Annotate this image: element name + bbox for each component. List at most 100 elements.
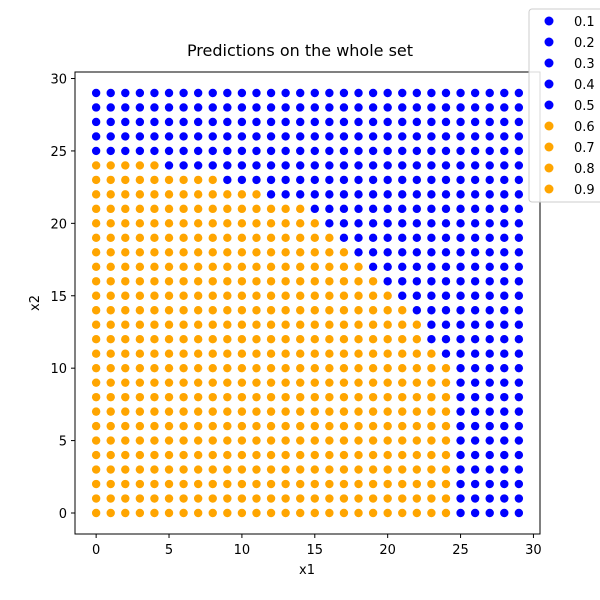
data-point [325,219,334,228]
data-point [91,233,101,243]
data-point [121,161,130,170]
data-point [179,320,188,329]
data-point [398,161,407,170]
y-tick-label: 5 [59,435,67,450]
data-point [514,436,524,445]
data-point [368,349,378,358]
data-point [150,146,159,156]
data-point [223,465,232,474]
data-point [470,88,480,98]
data-point [193,117,203,127]
data-point [325,103,334,112]
data-point [470,248,480,257]
data-point [368,291,378,300]
data-point [179,190,188,199]
data-point [193,320,203,329]
data-point [500,161,509,170]
data-point [310,450,319,460]
data-point [310,219,319,228]
data-point [281,277,290,286]
data-point [427,233,436,243]
data-point [164,233,174,243]
legend-marker [544,100,554,110]
data-point [91,248,101,257]
data-point [296,219,305,228]
data-point [383,132,392,141]
data-point [470,450,480,460]
data-point [500,494,509,503]
data-point [237,175,247,185]
data-point [485,349,494,358]
data-point [339,436,349,445]
data-point [339,277,349,286]
data-point [500,103,509,112]
data-point [223,494,232,503]
data-point [106,262,115,271]
data-point [368,450,378,460]
data-point [427,335,436,344]
data-point [456,421,465,431]
data-point [296,161,305,170]
data-point [208,291,217,300]
data-point [121,450,130,460]
data-point [310,88,319,98]
data-point [354,335,363,344]
data-point [106,363,115,373]
data-point [252,450,261,460]
data-point [456,277,465,286]
data-point [237,248,247,257]
data-point [135,88,145,98]
data-point [427,450,436,460]
data-point [500,363,509,373]
x-tick-label: 25 [452,543,469,558]
data-point [296,248,305,257]
data-point [106,479,115,489]
data-point [208,103,217,112]
data-point [164,117,174,127]
data-point [514,363,524,373]
y-tick-label: 30 [50,73,67,88]
data-point [427,306,436,315]
data-point [368,306,378,315]
data-point [135,465,145,474]
data-point [310,363,319,373]
data-point [398,219,407,228]
data-point [325,262,334,271]
data-point [296,465,305,474]
data-point [485,190,494,199]
data-point [208,204,217,214]
data-point [398,175,407,185]
data-point [164,204,174,214]
data-point [485,117,494,127]
data-point [281,479,290,489]
data-point [106,450,115,460]
data-point [106,349,115,358]
data-point [310,161,319,170]
data-point [135,363,145,373]
data-point [252,436,261,445]
data-point [208,306,217,315]
data-point [193,508,203,518]
data-point [164,335,174,344]
data-point [354,363,363,373]
data-point [223,103,232,112]
data-point [179,349,188,358]
x-tick-label: 5 [165,543,173,558]
data-point [164,291,174,300]
data-point [354,494,363,503]
data-point [500,306,509,315]
data-point [427,117,436,127]
data-point [470,436,480,445]
data-point [441,450,451,460]
data-point [412,219,422,228]
data-point [398,103,407,112]
data-point [121,306,130,315]
data-point [179,450,188,460]
data-point [500,465,509,474]
data-point [514,277,524,286]
data-point [223,421,232,431]
data-point [135,175,145,185]
data-point [456,494,465,503]
data-point [150,363,159,373]
data-point [252,479,261,489]
